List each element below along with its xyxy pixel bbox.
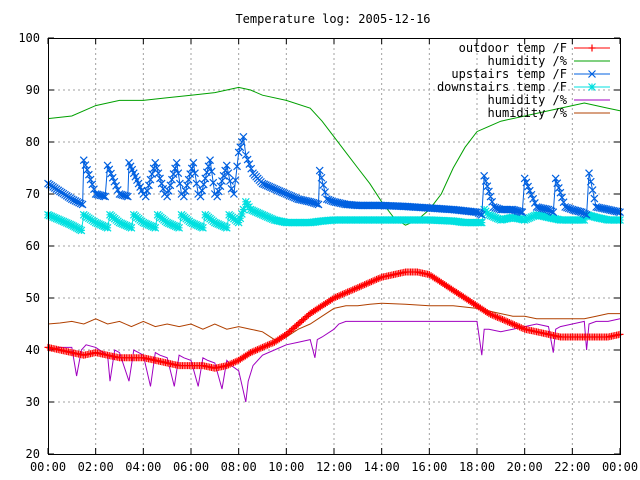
legend-marker xyxy=(588,44,596,52)
series-4 xyxy=(47,318,621,403)
y-tick-label: 60 xyxy=(26,239,40,253)
legend-label: upstairs temp /F xyxy=(451,67,567,81)
y-tick-label: 80 xyxy=(26,135,40,149)
legend-label: outdoor temp /F xyxy=(459,41,567,55)
legend-label: downstairs temp /F xyxy=(437,80,567,94)
legend-label: humidity /% xyxy=(488,93,568,107)
x-tick-label: 16:00 xyxy=(411,460,447,474)
series-line xyxy=(47,86,621,226)
y-tick-label: 90 xyxy=(26,83,40,97)
x-tick-label: 14:00 xyxy=(364,460,400,474)
grid xyxy=(48,38,620,454)
legend-label: humidity /% xyxy=(488,54,568,68)
series-1 xyxy=(47,86,621,226)
y-tick-label: 50 xyxy=(26,291,40,305)
x-tick-label: 18:00 xyxy=(459,460,495,474)
x-tick-label: 02:00 xyxy=(78,460,114,474)
x-tick-label: 04:00 xyxy=(125,460,161,474)
y-tick-label: 70 xyxy=(26,187,40,201)
chart-title: Temperature log: 2005-12-16 xyxy=(235,12,430,26)
series-line xyxy=(47,318,621,403)
x-tick-label: 06:00 xyxy=(173,460,209,474)
x-tick-label: 00:00 xyxy=(30,460,66,474)
x-tick-label: 12:00 xyxy=(316,460,352,474)
series-layer xyxy=(44,86,624,403)
legend-marker xyxy=(588,83,596,91)
series-5 xyxy=(47,302,620,341)
x-tick-label: 00:00 xyxy=(602,460,638,474)
y-tick-label: 20 xyxy=(26,447,40,461)
series-2 xyxy=(44,132,624,219)
legend-label: humidity /% xyxy=(488,106,568,120)
y-tick-label: 100 xyxy=(18,31,40,45)
series-markers xyxy=(44,132,624,219)
x-tick-label: 10:00 xyxy=(268,460,304,474)
y-tick-label: 30 xyxy=(26,395,40,409)
x-axis-ticks: 00:00 02:00 04:00 06:00 08:00 10:00 12:00 14:00… xyxy=(30,38,638,474)
y-tick-label: 40 xyxy=(26,343,40,357)
x-tick-label: 20:00 xyxy=(507,460,543,474)
legend-marker xyxy=(588,70,596,78)
x-tick-label: 08:00 xyxy=(221,460,257,474)
series-line xyxy=(47,302,620,341)
x-tick-label: 22:00 xyxy=(554,460,590,474)
plot-frame xyxy=(48,38,621,455)
